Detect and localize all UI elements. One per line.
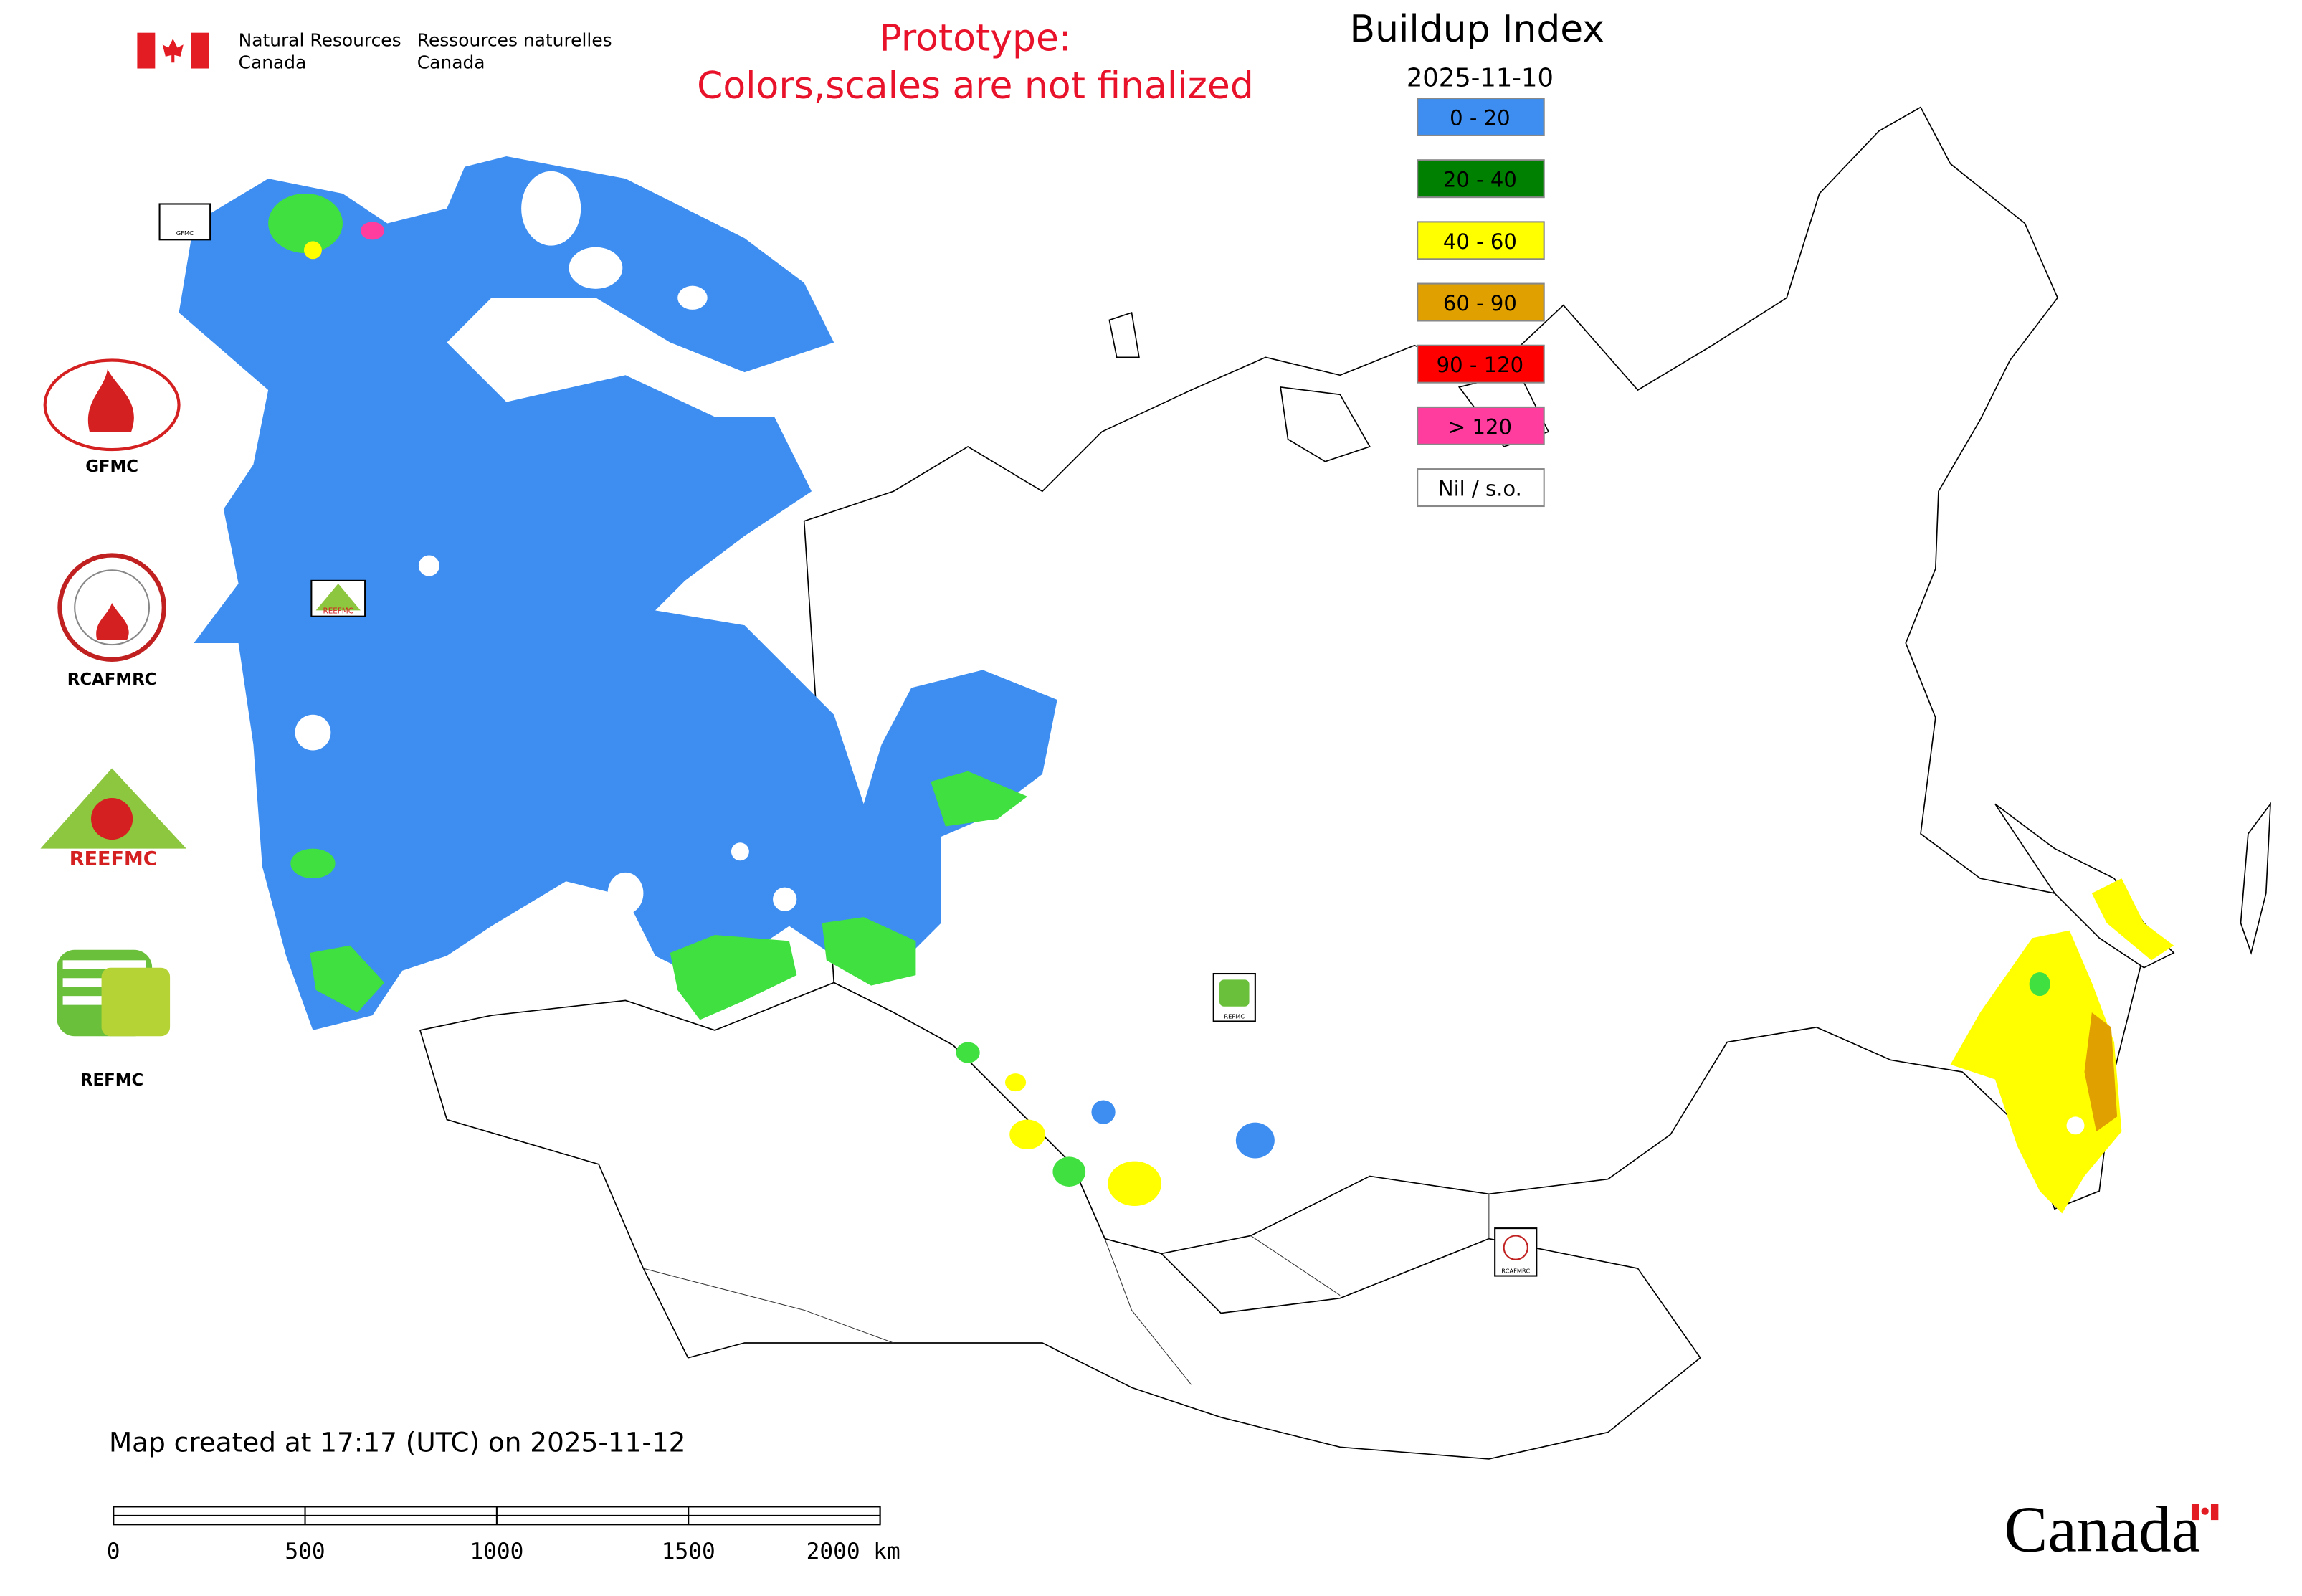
scale-bar-label: 1500 — [662, 1539, 715, 1564]
logo-caption: REEFMC — [70, 847, 158, 870]
legend-label: 0 - 20 — [1450, 105, 1510, 130]
rcafmrc-marker: RCAFMRC — [1494, 1227, 1538, 1277]
department-fr: Ressources naturelles — [417, 29, 612, 50]
marker-caption: RCAFMRC — [1501, 1267, 1530, 1274]
scale-bar-label: 0 — [107, 1539, 120, 1564]
canada-wordmark: Canada — [2004, 1493, 2200, 1566]
scale-bar-label: 2000 km — [807, 1539, 900, 1564]
legend-label: 40 - 60 — [1443, 229, 1517, 254]
logo-caption: GFMC — [85, 457, 138, 476]
created-note: Map created at 17:17 (UTC) on 2025-11-12 — [109, 1427, 685, 1458]
department-en: Natural Resources — [239, 29, 401, 50]
legend-label: Nil / s.o. — [1438, 476, 1522, 500]
reefmc-marker: REEFMC — [310, 579, 366, 617]
legend-swatch — [1417, 221, 1545, 260]
legend-label: 90 - 120 — [1437, 353, 1523, 377]
rcafmrc-logo — [57, 553, 166, 662]
refmc-marker: REFMC — [1212, 972, 1256, 1022]
department-fr: Canada — [417, 52, 485, 73]
legend-label: > 120 — [1448, 414, 1512, 439]
legend-swatch — [1417, 98, 1545, 136]
legend-swatch — [1417, 344, 1545, 384]
gfmc-marker: GFMC — [158, 203, 211, 241]
reefmc-logo — [40, 768, 186, 849]
legend-swatch — [1417, 406, 1545, 445]
marker-caption: REFMC — [1224, 1012, 1245, 1020]
department-en: Canada — [239, 52, 307, 73]
index-areas — [179, 156, 2174, 1214]
legend-swatch — [1417, 282, 1545, 322]
map-title: Buildup Index — [1349, 8, 1604, 51]
scale-bar-label: 1000 — [470, 1539, 523, 1564]
map-date: 2025-11-10 — [1407, 63, 1554, 92]
base-map — [419, 106, 2271, 1460]
legend-label: 60 - 90 — [1443, 291, 1517, 315]
logo-caption: REFMC — [80, 1071, 143, 1090]
gfmc-logo — [43, 358, 181, 452]
legend: 0 - 20 20 - 40 40 - 60 60 - 90 90 - 120 > 120… — [1417, 98, 1545, 508]
prototype-notice: Colors,scales are not finalized — [697, 65, 1254, 108]
legend-label: 20 - 40 — [1443, 168, 1517, 192]
scale-bar-label: 500 — [285, 1539, 325, 1564]
legend-swatch — [1417, 468, 1545, 508]
wordmark-flag — [2191, 1504, 2219, 1521]
refmc-logo — [57, 949, 171, 1037]
marker-caption: GFMC — [176, 229, 194, 237]
logo-caption: RCAFMRC — [67, 670, 157, 689]
canada-flag — [137, 32, 209, 69]
legend-swatch — [1417, 159, 1545, 199]
prototype-notice: Prototype: — [880, 17, 1072, 60]
scale-bar: 0 500 1000 1500 2000 km — [107, 1506, 900, 1564]
marker-caption: REEFMC — [323, 607, 353, 616]
